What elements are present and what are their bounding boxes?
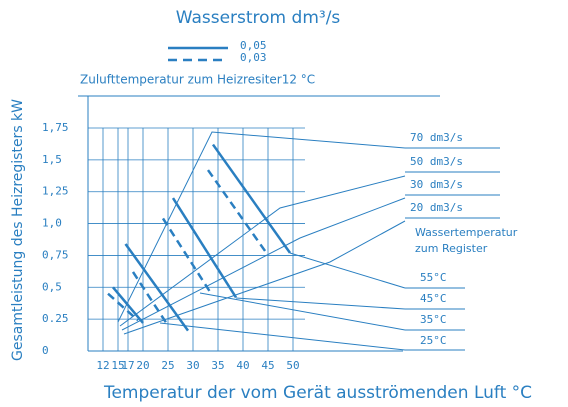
right-label-rules — [405, 147, 500, 351]
flow-line — [211, 143, 292, 254]
subtitle: Zulufttemperatur zum Heizresiter12 °C — [80, 73, 315, 87]
x-tick-label: 17 — [121, 359, 134, 372]
water-temp-label: 25°C — [420, 334, 447, 347]
y-axis-label: Gesamtleistung des Heizregisters kW — [10, 99, 26, 361]
y-tick-label: 0,5 — [42, 280, 62, 293]
x-axis-label: Temperatur der vom Gerät ausströmenden L… — [103, 383, 532, 403]
legend: 0,05 0,03 — [168, 39, 267, 64]
legend-label: 0,05 — [240, 39, 267, 52]
y-tick-label: 0,75 — [42, 248, 69, 261]
x-tick-label: 40 — [236, 359, 249, 372]
y-tick-label: 0.25 — [42, 312, 69, 325]
x-tick-label: 50 — [286, 359, 299, 372]
water-temp-title: Wassertemperatur — [415, 226, 518, 239]
flow-label: 70 dm3/s — [410, 131, 463, 144]
flow-line — [161, 217, 214, 296]
water-temp-label: 45°C — [420, 292, 447, 305]
x-tick-label: 25 — [161, 359, 174, 372]
water-temp-title: zum Register — [415, 242, 488, 255]
x-tick-label: 30 — [186, 359, 199, 372]
flow-line — [206, 169, 267, 253]
flow-label: 20 dm3/s — [410, 201, 463, 214]
y-tick-label: 1,75 — [42, 121, 69, 134]
legend-label: 0,03 — [240, 51, 267, 64]
y-tick-label: 1,0 — [42, 217, 62, 230]
x-tick-label: 20 — [136, 359, 149, 372]
water-temp-label: 55°C — [420, 271, 447, 284]
flow-label: 50 dm3/s — [410, 155, 463, 168]
x-tick-label: 12 — [96, 359, 109, 372]
x-tick-label: 45 — [261, 359, 274, 372]
chart-title: Wasserstrom dm³/s — [176, 8, 341, 28]
flow-lines — [117, 131, 406, 351]
water-temp-label: 35°C — [420, 313, 447, 326]
x-tick-label: 35 — [211, 359, 224, 372]
flow-line — [131, 271, 170, 327]
flow-line — [124, 243, 190, 332]
flow-line — [107, 292, 139, 322]
y-tick-label: 1,25 — [42, 185, 69, 198]
y-tick-label: 0 — [42, 344, 49, 357]
flow-label: 30 dm3/s — [410, 178, 463, 191]
x-tick-label: 15 — [111, 359, 124, 372]
flow-line — [112, 286, 144, 324]
y-tick-label: 1,5 — [42, 153, 62, 166]
flow-line — [171, 197, 238, 299]
